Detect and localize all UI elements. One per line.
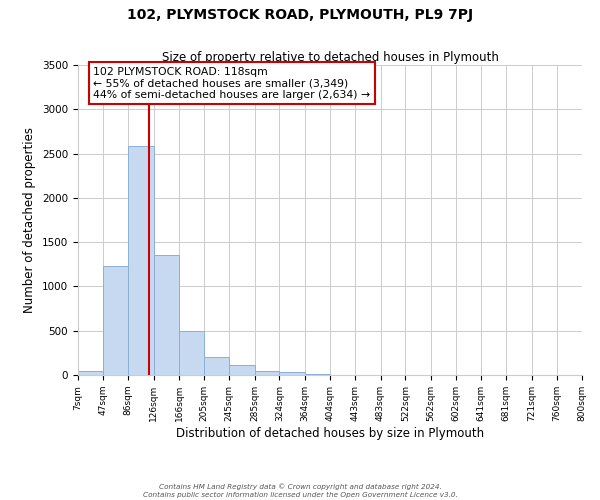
X-axis label: Distribution of detached houses by size in Plymouth: Distribution of detached houses by size … bbox=[176, 426, 484, 440]
Bar bbox=[229, 366, 254, 375]
Bar bbox=[128, 146, 154, 375]
Bar bbox=[280, 372, 305, 375]
Text: Contains HM Land Registry data © Crown copyright and database right 2024.
Contai: Contains HM Land Registry data © Crown c… bbox=[143, 483, 457, 498]
Y-axis label: Number of detached properties: Number of detached properties bbox=[23, 127, 37, 313]
Bar bbox=[103, 266, 128, 375]
Bar bbox=[154, 256, 179, 375]
Text: 102 PLYMSTOCK ROAD: 118sqm
← 55% of detached houses are smaller (3,349)
44% of s: 102 PLYMSTOCK ROAD: 118sqm ← 55% of deta… bbox=[93, 66, 370, 100]
Bar bbox=[204, 358, 229, 375]
Title: Size of property relative to detached houses in Plymouth: Size of property relative to detached ho… bbox=[161, 51, 499, 64]
Bar bbox=[305, 374, 331, 375]
Bar bbox=[254, 370, 280, 375]
Bar bbox=[78, 372, 103, 375]
Bar bbox=[179, 330, 204, 375]
Text: 102, PLYMSTOCK ROAD, PLYMOUTH, PL9 7PJ: 102, PLYMSTOCK ROAD, PLYMOUTH, PL9 7PJ bbox=[127, 8, 473, 22]
